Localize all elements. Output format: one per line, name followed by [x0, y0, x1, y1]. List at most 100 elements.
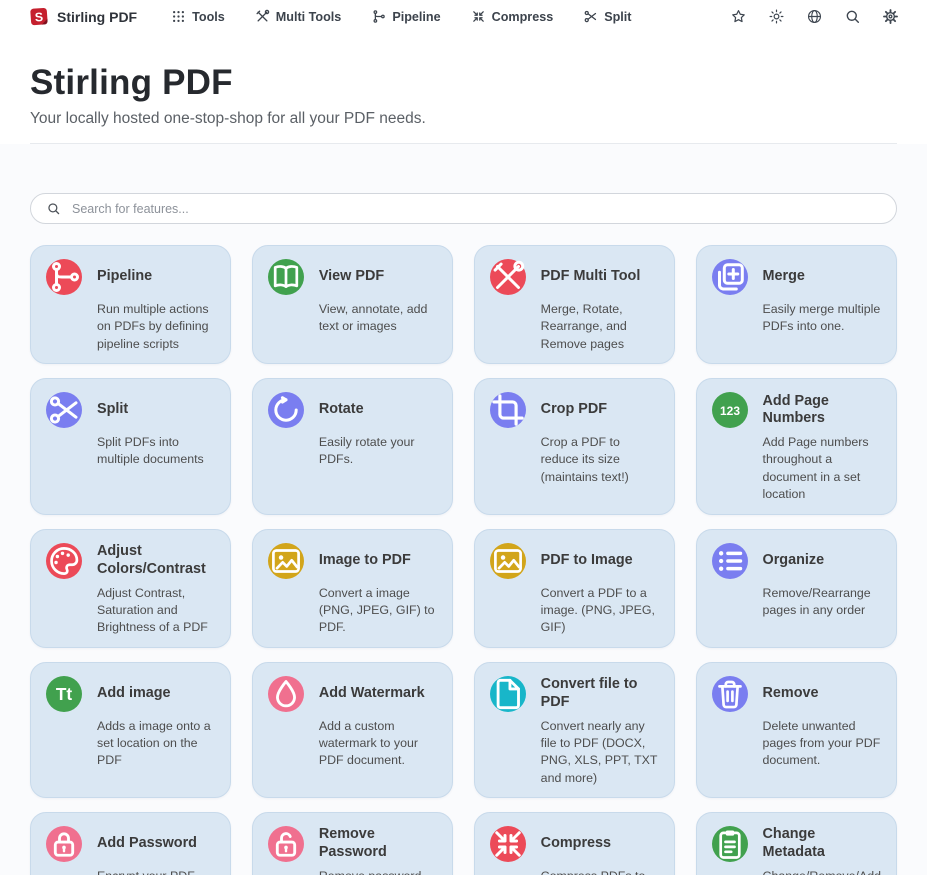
card-description: Add Page numbers throughout a document i…	[762, 435, 869, 502]
lock-icon	[46, 826, 82, 863]
nav-actions	[730, 8, 899, 25]
feature-card-remove[interactable]: Remove Delete unwanted pages from your P…	[695, 661, 897, 799]
main-content: Pipeline Run multiple actions on PDFs by…	[0, 144, 927, 875]
scissors-icon	[583, 9, 598, 24]
feature-card-convert-file-to-pdf[interactable]: Convert file to PDF Convert nearly any f…	[473, 661, 675, 799]
book-icon	[267, 259, 304, 295]
scissors-icon	[46, 392, 82, 429]
feature-card-pdf-to-image[interactable]: PDF to Image Convert a PDF to a image. (…	[473, 528, 675, 648]
feature-search-bar[interactable]	[30, 193, 897, 224]
feature-card-organize[interactable]: Organize Remove/Rearrange pages in any o…	[695, 528, 897, 648]
feature-card-merge[interactable]: Merge Easily merge multiple PDFs into on…	[695, 245, 897, 365]
svg-text:S: S	[34, 9, 43, 24]
image-icon	[267, 542, 304, 579]
compress-icon	[471, 9, 486, 24]
card-title: View PDF	[318, 268, 385, 285]
merge-icon	[711, 259, 748, 295]
card-description: Convert a PDF to a image. (PNG, JPEG, GI…	[540, 585, 655, 635]
one-two-three-icon: 123	[711, 392, 748, 429]
card-title: Add Watermark	[318, 684, 425, 701]
settings-gear-icon[interactable]	[882, 8, 899, 25]
page-title: Stirling PDF	[30, 63, 233, 102]
card-description: Delete unwanted pages from your PDF docu…	[762, 718, 881, 768]
card-description: Remove/Rearrange pages in any order	[762, 585, 871, 617]
card-description: Adjust Contrast, Saturation and Brightne…	[97, 585, 208, 635]
feature-card-add-page-numbers[interactable]: 123 Add Page Numbers Add Page numbers th…	[695, 378, 897, 515]
card-description: Compress PDFs to reduce their file size.	[541, 868, 659, 875]
feature-card-rotate[interactable]: Rotate Easily rotate your PDFs.	[251, 378, 453, 515]
card-description: Add a custom watermark to your PDF docum…	[318, 718, 418, 768]
feature-card-split[interactable]: Split Split PDFs into multiple documents	[30, 378, 231, 515]
tools-icon	[255, 9, 270, 24]
nav-item-multi-tools[interactable]: Multi Tools	[255, 9, 341, 24]
tools-icon	[489, 259, 526, 295]
pipeline-icon	[371, 9, 386, 24]
nav-items: Tools Multi Tools Pipeline Compress Spli…	[171, 9, 632, 24]
svg-text:Tt: Tt	[56, 684, 73, 704]
card-title: Remove Password	[318, 826, 387, 861]
nav-item-split[interactable]: Split	[583, 9, 632, 24]
nav-item-tools[interactable]: Tools	[171, 9, 225, 24]
card-description: Easily merge multiple PDFs into one.	[762, 302, 881, 334]
feature-card-change-metadata[interactable]: Change Metadata Change/Remove/Add metada…	[695, 812, 897, 875]
palette-icon	[46, 542, 82, 579]
card-title: Crop PDF	[540, 401, 608, 418]
stirling-logo-icon: S	[28, 6, 50, 28]
rotate-icon	[267, 392, 304, 429]
nav-item-pipeline[interactable]: Pipeline	[371, 9, 441, 24]
feature-card-pipeline[interactable]: Pipeline Run multiple actions on PDFs by…	[30, 245, 231, 365]
card-title: Convert file to PDF	[540, 676, 638, 710]
card-title: Image to PDF	[318, 551, 411, 568]
feature-card-grid: Pipeline Run multiple actions on PDFs by…	[30, 245, 897, 875]
card-description: Encrypt your PDF document with a passwor…	[97, 868, 215, 875]
droplet-icon	[267, 675, 304, 712]
card-title: PDF Multi Tool	[540, 268, 641, 285]
pipeline-icon	[46, 259, 82, 295]
search-input[interactable]	[72, 201, 881, 216]
card-title: Merge	[762, 268, 805, 285]
compress-icon	[489, 826, 526, 863]
nav-item-compress[interactable]: Compress	[471, 9, 553, 24]
search-icon	[46, 201, 61, 216]
hero-divider	[30, 143, 897, 144]
card-title: PDF to Image	[540, 551, 633, 568]
clipboard-icon	[711, 826, 748, 863]
card-title: Rotate	[318, 401, 364, 418]
card-title: Adjust Colors/Contrast	[97, 542, 206, 577]
feature-card-remove-password[interactable]: Remove Password Remove password protecti…	[251, 812, 453, 875]
text-tt-icon: Tt	[46, 675, 82, 712]
brand-name: Stirling PDF	[57, 8, 138, 25]
card-title: Remove	[762, 684, 819, 701]
card-description: Convert nearly any file to PDF (DOCX, PN…	[540, 718, 658, 785]
feature-card-crop-pdf[interactable]: Crop PDF Crop a PDF to reduce its size (…	[473, 378, 675, 515]
brand[interactable]: S Stirling PDF	[28, 6, 137, 28]
file-icon	[489, 675, 526, 712]
theme-sun-icon[interactable]	[768, 8, 785, 25]
feature-card-add-password[interactable]: Add Password Encrypt your PDF document w…	[30, 812, 231, 875]
card-description: View, annotate, add text or images	[318, 302, 428, 334]
feature-card-pdf-multi-tool[interactable]: PDF Multi Tool Merge, Rotate, Rearrange,…	[473, 245, 675, 365]
card-description: Adds a image onto a set location on the …	[97, 718, 211, 768]
card-description: Crop a PDF to reduce its size (maintains…	[540, 435, 629, 484]
favourites-star-icon[interactable]	[730, 8, 747, 25]
feature-card-compress[interactable]: Compress Compress PDFs to reduce their f…	[473, 812, 675, 875]
top-navbar: S Stirling PDF Tools Multi Tools Pipelin…	[0, 0, 927, 33]
feature-card-add-image[interactable]: Tt Add image Adds a image onto a set loc…	[30, 661, 231, 799]
card-description: Run multiple actions on PDFs by defining…	[97, 302, 209, 351]
feature-card-adjust-colors-contrast[interactable]: Adjust Colors/Contrast Adjust Contrast, …	[30, 528, 231, 648]
card-description: Split PDFs into multiple documents	[97, 435, 204, 467]
card-title: Pipeline	[97, 268, 153, 285]
card-title: Split	[97, 401, 129, 418]
trash-icon	[711, 675, 748, 712]
card-title: Change Metadata	[762, 826, 825, 861]
card-description: Merge, Rotate, Rearrange, and Remove pag…	[540, 302, 627, 351]
language-globe-icon[interactable]	[806, 8, 823, 25]
card-title: Add image	[97, 684, 171, 701]
card-title: Add Password	[97, 835, 197, 852]
card-description: Remove password protection from your PDF…	[319, 868, 437, 875]
feature-card-image-to-pdf[interactable]: Image to PDF Convert a image (PNG, JPEG,…	[251, 528, 453, 648]
feature-card-add-watermark[interactable]: Add Watermark Add a custom watermark to …	[251, 661, 453, 799]
card-description: Convert a image (PNG, JPEG, GIF) to PDF.	[318, 585, 435, 635]
feature-card-view-pdf[interactable]: View PDF View, annotate, add text or ima…	[251, 245, 453, 365]
search-icon[interactable]	[844, 8, 861, 25]
